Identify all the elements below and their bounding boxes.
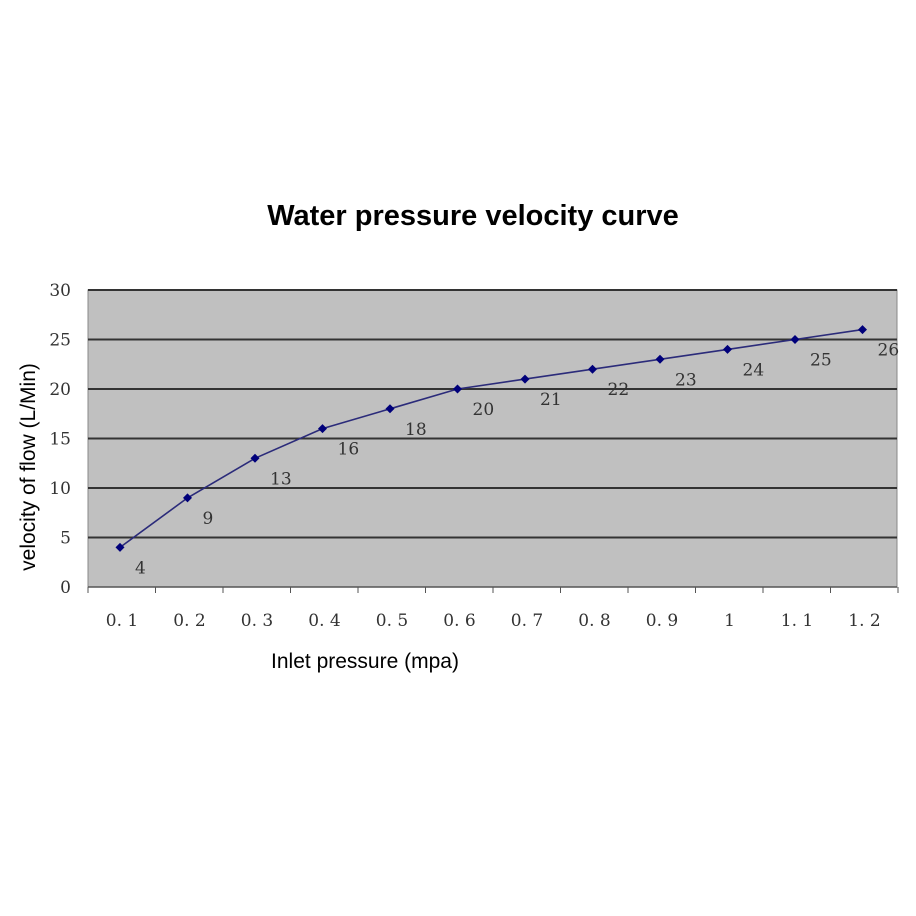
x-tick-label-11: 1. 2 <box>848 611 880 631</box>
x-tick-label-7: 0. 8 <box>578 611 610 631</box>
x-tick-label-5: 0. 6 <box>443 611 475 631</box>
data-label-9: 24 <box>743 360 765 380</box>
gridlines <box>87 289 899 593</box>
data-point-2 <box>250 453 260 463</box>
data-point-5 <box>453 384 462 394</box>
x-tick-label-1: 0. 2 <box>173 611 205 631</box>
data-label-2: 13 <box>270 469 292 489</box>
y-tick-label-30: 30 <box>49 281 71 301</box>
data-point-6 <box>520 374 530 384</box>
x-tick-label-4: 0. 5 <box>376 611 408 631</box>
data-point-9 <box>723 344 732 354</box>
data-label-1: 9 <box>203 509 214 529</box>
x-tick-label-0: 0. 1 <box>106 611 138 631</box>
y-tick-label-25: 25 <box>49 331 71 351</box>
x-tick-label-2: 0. 3 <box>241 611 273 631</box>
data-label-0: 4 <box>135 558 146 578</box>
data-point-8 <box>655 354 665 364</box>
x-tick-label-6: 0. 7 <box>511 611 543 631</box>
series-line-group <box>119 328 863 549</box>
data-label-5: 20 <box>473 400 495 420</box>
y-tick-label-0: 0 <box>60 578 71 598</box>
x-axis-title: Inlet pressure (mpa) <box>271 650 459 673</box>
y-tick-label-10: 10 <box>49 479 71 499</box>
data-label-3: 16 <box>338 440 360 460</box>
data-label-6: 21 <box>540 390 562 410</box>
chart-title: Water pressure velocity curve <box>267 200 679 232</box>
series-line <box>119 328 863 549</box>
x-tick-label-9: 1 <box>724 611 735 631</box>
data-labels: 4 9 13 16 18 20 21 22 23 24 25 26 <box>135 341 899 579</box>
y-tick-label-20: 20 <box>49 380 71 400</box>
y-tick-label-5: 5 <box>60 529 71 549</box>
x-tick-label-10: 1. 1 <box>781 611 813 631</box>
x-axis-ticks: 0. 1 0. 2 0. 3 0. 4 0. 5 0. 6 0. 7 0. 8 0. 9 1 1. … <box>106 611 881 631</box>
data-label-8: 23 <box>675 370 697 390</box>
data-point-10 <box>790 335 800 344</box>
data-point-1 <box>183 493 192 503</box>
data-point-3 <box>318 424 327 434</box>
y-axis-title: velocity of flow (L/Min) <box>17 363 40 571</box>
x-tick-label-8: 0. 9 <box>646 611 678 631</box>
data-point-4 <box>385 404 395 414</box>
data-label-7: 22 <box>608 380 630 400</box>
data-point-11 <box>858 325 867 335</box>
data-label-10: 25 <box>810 351 832 371</box>
y-tick-label-15: 15 <box>49 430 71 450</box>
data-point-0 <box>115 542 125 552</box>
y-axis-ticks: 0 5 10 15 20 25 30 <box>49 281 71 598</box>
data-markers <box>115 325 867 552</box>
data-point-7 <box>588 364 597 374</box>
data-label-11: 26 <box>878 341 900 361</box>
x-tick-label-3: 0. 4 <box>308 611 340 631</box>
data-label-4: 18 <box>405 420 427 440</box>
